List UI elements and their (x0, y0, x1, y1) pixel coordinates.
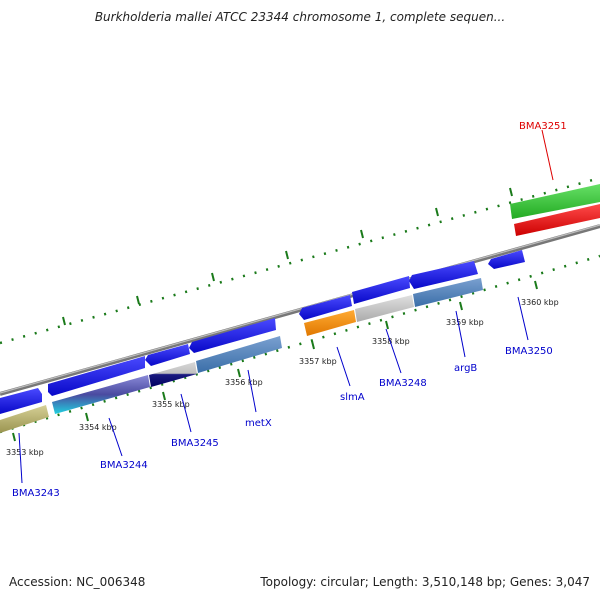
major-tick (85, 412, 89, 422)
selected-gene-label[interactable]: BMA3251 (519, 121, 567, 132)
selected-gene-feature[interactable] (510, 184, 600, 219)
tick-label: 3353 kbp (6, 448, 44, 457)
cds-row[interactable] (0, 204, 600, 433)
major-tick (211, 272, 215, 282)
lower-dotted-track (0, 254, 600, 434)
gene-row[interactable] (0, 184, 600, 414)
tick-label: 3357 kbp (299, 357, 337, 366)
label-leaders (18, 129, 554, 484)
gene-labels[interactable]: BMA3243 BMA3244 BMA3245 metX slmA BMA324… (12, 121, 567, 499)
major-tick (459, 301, 463, 311)
tick-label: 3356 kbp (225, 378, 263, 387)
gene-label[interactable]: metX (245, 418, 272, 429)
gene-label[interactable]: BMA3250 (505, 346, 553, 357)
gene-feature[interactable] (145, 344, 190, 366)
major-tick (136, 295, 140, 305)
gene-feature[interactable] (189, 318, 276, 353)
major-tick (534, 280, 538, 290)
cds-feature[interactable] (0, 405, 49, 433)
cds-feature[interactable] (196, 336, 282, 373)
accession-text: Accession: NC_006348 (9, 575, 146, 589)
major-tick (285, 250, 289, 260)
cds-feature[interactable] (52, 375, 150, 414)
ticks: 3353 kbp 3354 kbp 3355 kbp 3356 kbp 3357… (6, 187, 559, 457)
cds-feature[interactable] (413, 278, 483, 307)
selected-cds-feature[interactable] (514, 204, 600, 236)
major-tick (360, 229, 364, 239)
gene-label[interactable]: BMA3245 (171, 438, 219, 449)
gene-feature[interactable] (352, 276, 410, 304)
gene-feature[interactable] (488, 250, 525, 269)
cds-feature[interactable] (304, 310, 356, 336)
gene-feature[interactable] (299, 295, 352, 320)
gene-label[interactable]: slmA (340, 392, 365, 403)
gene-label[interactable]: BMA3243 (12, 488, 60, 499)
gene-feature[interactable] (0, 388, 42, 414)
tick-label: 3355 kbp (152, 400, 190, 409)
gene-label[interactable]: BMA3244 (100, 460, 148, 471)
major-tick (311, 340, 315, 350)
gene-feature[interactable] (409, 261, 478, 289)
gene-label[interactable]: BMA3248 (379, 378, 427, 389)
gene-label[interactable]: argB (454, 363, 477, 374)
tick-label: 3354 kbp (79, 423, 117, 432)
summary-text: Topology: circular; Length: 3,510,148 bp… (260, 575, 590, 589)
major-tick (12, 432, 16, 442)
major-tick (62, 316, 66, 326)
major-tick (237, 368, 241, 378)
map-title: Burkholderia mallei ATCC 23344 chromosom… (94, 10, 506, 24)
major-tick (509, 187, 513, 197)
gene-feature[interactable] (48, 356, 145, 396)
tick-label: 3358 kbp (372, 337, 410, 346)
cds-feature[interactable] (149, 362, 197, 387)
major-tick (435, 207, 439, 217)
sequence-backbone (0, 224, 600, 396)
tick-label: 3359 kbp (446, 318, 484, 327)
cds-feature[interactable] (355, 295, 414, 322)
tick-label: 3360 kbp (521, 298, 559, 307)
major-tick (162, 391, 166, 401)
major-tick (385, 320, 389, 330)
